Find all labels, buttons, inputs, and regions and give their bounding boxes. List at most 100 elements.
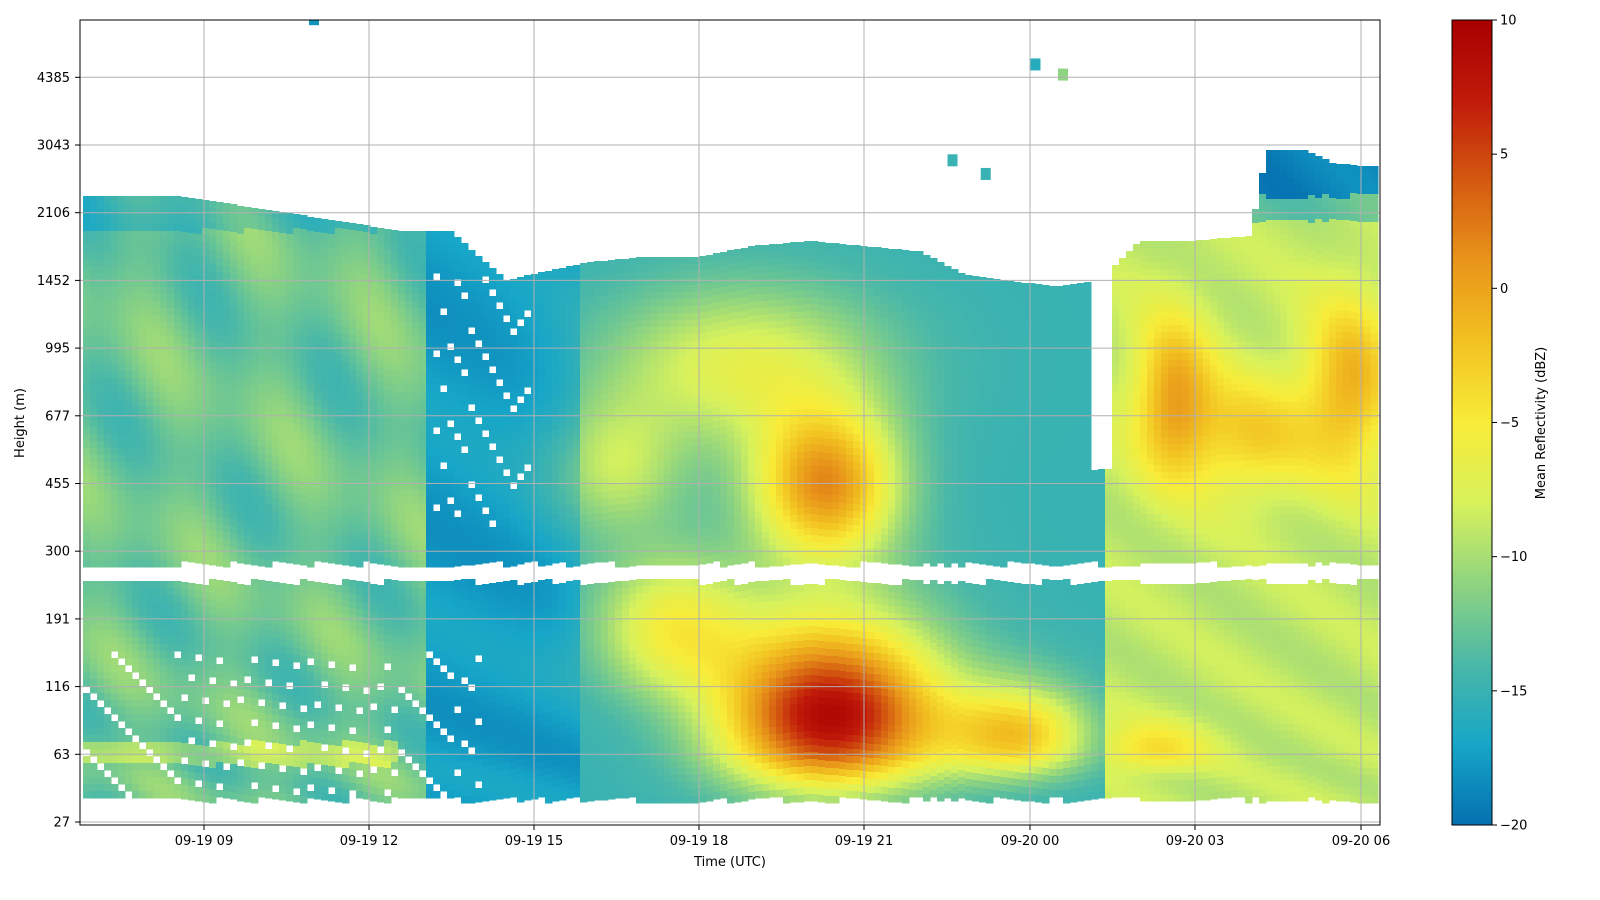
heatmap-cell <box>412 749 420 757</box>
heatmap-cell <box>272 218 280 226</box>
heatmap-cell <box>237 500 245 508</box>
heatmap-cell <box>125 686 133 694</box>
heatmap-cell <box>468 397 476 405</box>
heatmap-cell <box>153 427 161 435</box>
heatmap-cell <box>531 400 539 408</box>
heatmap-cell <box>510 678 518 686</box>
heatmap-cell <box>300 733 308 741</box>
heatmap-cell <box>258 433 266 441</box>
heatmap-cell <box>482 269 490 277</box>
heatmap-cell <box>489 744 497 752</box>
heatmap-cell <box>307 476 315 484</box>
heatmap-cell <box>195 689 203 697</box>
heatmap-cell <box>412 686 420 694</box>
heatmap-cell <box>468 586 476 594</box>
heatmap-cell <box>195 556 203 564</box>
heatmap-cell <box>307 238 315 246</box>
heatmap-cell <box>503 784 511 792</box>
heatmap-cell <box>300 446 308 454</box>
heatmap-cell <box>405 728 413 736</box>
heatmap-cell <box>132 742 140 750</box>
heatmap-cell <box>524 793 532 801</box>
heatmap-cell <box>230 477 238 485</box>
heatmap-cell <box>230 778 238 786</box>
heatmap-cell <box>104 721 112 729</box>
heatmap-cell <box>482 703 490 711</box>
heatmap-cell <box>391 356 399 364</box>
heatmap-cell <box>384 586 392 594</box>
heatmap-cell <box>356 700 364 708</box>
heatmap-cell <box>125 266 133 274</box>
heatmap-cell <box>300 782 308 790</box>
heatmap-cell <box>146 658 154 666</box>
heatmap-cell <box>524 758 532 766</box>
heatmap-cell <box>216 678 224 686</box>
heatmap-cell <box>370 682 378 690</box>
heatmap-cell <box>188 709 196 717</box>
heatmap-cell <box>468 621 476 629</box>
heatmap-cell <box>524 688 532 696</box>
heatmap-cell <box>496 624 504 632</box>
heatmap-cell <box>321 632 329 640</box>
heatmap-cell <box>251 390 259 398</box>
heatmap-cell <box>475 466 483 474</box>
heatmap-cell <box>97 385 105 393</box>
heatmap-cell <box>482 444 490 452</box>
heatmap-cell <box>503 406 511 414</box>
heatmap-cell <box>419 658 427 666</box>
heatmap-cell <box>167 539 175 547</box>
heatmap-cell <box>286 479 294 487</box>
heatmap-cell <box>461 502 469 510</box>
heatmap-cell <box>321 793 329 801</box>
heatmap-cell <box>125 693 133 701</box>
heatmap-cell <box>475 704 483 712</box>
heatmap-cell <box>230 792 238 800</box>
heatmap-cell <box>314 232 322 240</box>
heatmap-cell <box>279 786 287 794</box>
heatmap-cell <box>90 658 98 666</box>
heatmap-cell <box>188 730 196 738</box>
heatmap-cell <box>230 603 238 611</box>
heatmap-cell <box>510 629 518 637</box>
heatmap-cell <box>510 314 518 322</box>
heatmap-cell <box>104 406 112 414</box>
heatmap-cell <box>370 619 378 627</box>
heatmap-cell <box>216 272 224 280</box>
heatmap-cell <box>153 378 161 386</box>
heatmap-cell <box>97 420 105 428</box>
heatmap-cell <box>188 394 196 402</box>
heatmap-cell <box>202 207 210 215</box>
heatmap-cell <box>363 701 371 709</box>
heatmap-cell <box>426 301 434 309</box>
heatmap-cell <box>489 674 497 682</box>
heatmap-cell <box>216 517 224 525</box>
heatmap-cell <box>167 231 175 239</box>
heatmap-cell <box>328 381 336 389</box>
heatmap-cell <box>153 497 161 505</box>
heatmap-cell <box>181 554 189 562</box>
heatmap-cell <box>244 249 252 257</box>
heatmap-cell <box>251 768 259 776</box>
heatmap-cell <box>370 773 378 781</box>
heatmap-cell <box>489 387 497 395</box>
heatmap-cell <box>146 266 154 274</box>
heatmap-cell <box>111 315 119 323</box>
heatmap-cell <box>454 405 462 413</box>
heatmap-cell <box>272 449 280 457</box>
heatmap-cell <box>412 490 420 498</box>
heatmap-cell <box>97 539 105 547</box>
heatmap-cell <box>181 722 189 730</box>
heatmap-cell <box>496 281 504 289</box>
heatmap-cell <box>223 203 231 211</box>
heatmap-cell <box>153 371 161 379</box>
heatmap-cell <box>475 760 483 768</box>
heatmap-cell <box>209 684 217 692</box>
heatmap-cell <box>83 322 91 330</box>
heatmap-cell <box>139 280 147 288</box>
heatmap-cell <box>517 711 525 719</box>
heatmap-cell <box>167 504 175 512</box>
heatmap-cell <box>461 656 469 664</box>
heatmap-cell <box>104 378 112 386</box>
heatmap-cell <box>293 382 301 390</box>
heatmap-cell <box>356 609 364 617</box>
